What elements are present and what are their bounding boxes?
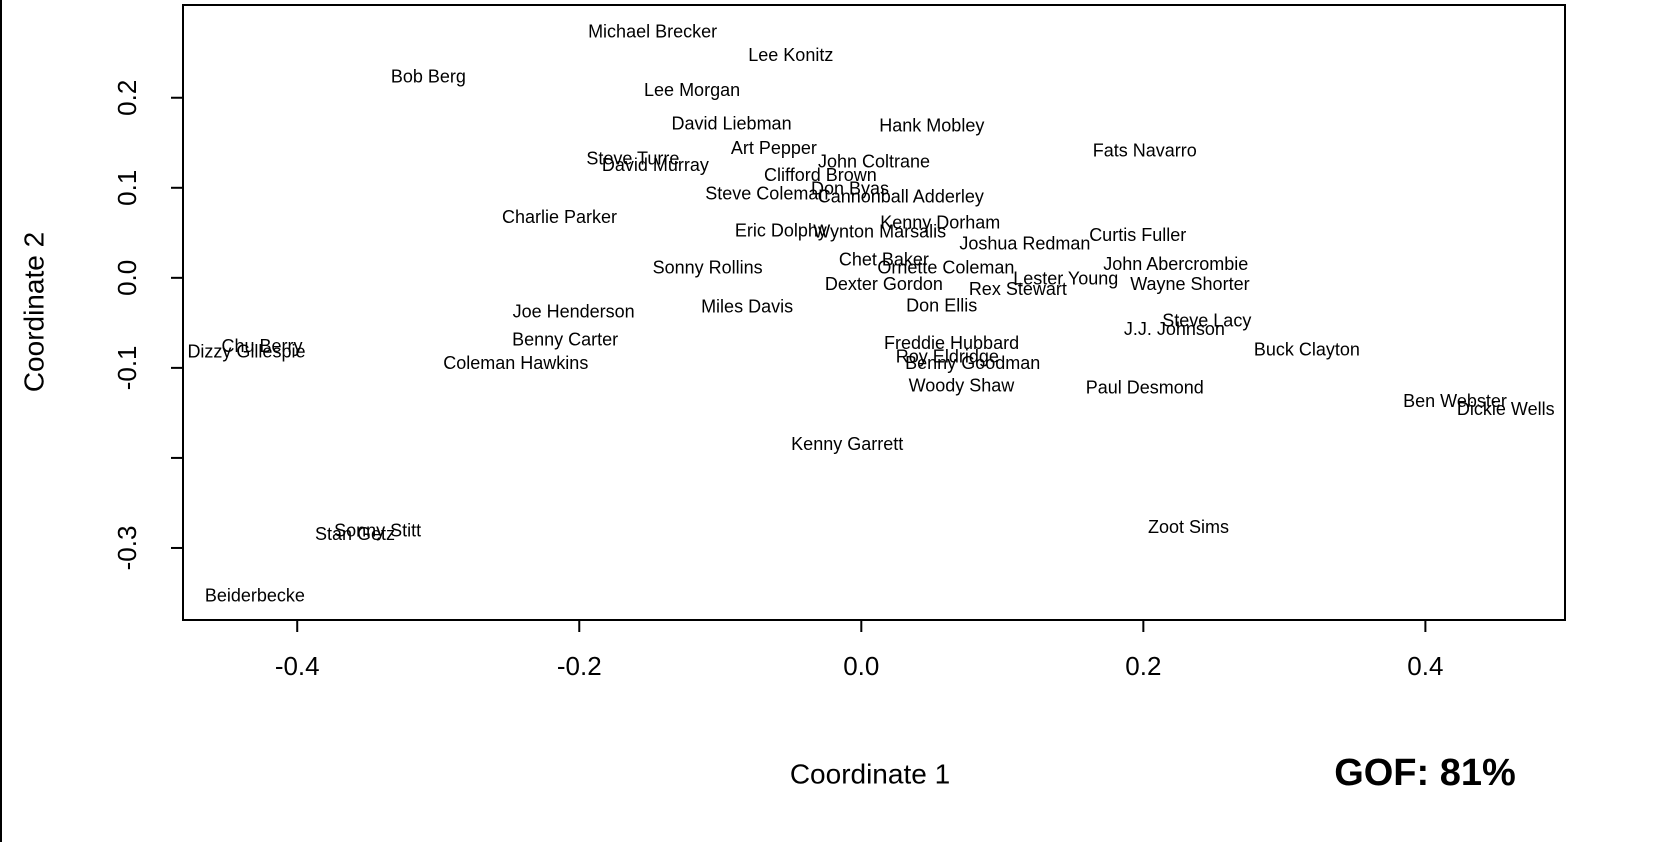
point-label: Steve Lacy — [1162, 311, 1251, 331]
point-label: Woody Shaw — [909, 376, 1016, 396]
point-label: Cannonball Adderley — [818, 186, 984, 206]
point-label: Joe Henderson — [513, 302, 635, 322]
point-label: Lee Konitz — [748, 45, 833, 65]
point-label: Lee Morgan — [644, 80, 740, 100]
x-tick-label: -0.4 — [275, 651, 320, 681]
point-label: Charlie Parker — [502, 207, 617, 227]
plot-frame — [182, 4, 1566, 621]
x-axis-label: Coordinate 1 — [790, 758, 950, 789]
point-label: Ben Webster — [1403, 391, 1507, 411]
x-tick-label: -0.2 — [557, 651, 602, 681]
point-label: Kenny Dorham — [880, 213, 1000, 233]
y-tick-label: 0.0 — [112, 260, 142, 296]
gof-annotation: GOF: 81% — [1334, 752, 1516, 794]
point-label: Paul Desmond — [1086, 377, 1204, 397]
point-label: Michael Brecker — [588, 22, 717, 42]
point-label: Art Pepper — [731, 138, 817, 158]
point-label: Benny Goodman — [905, 353, 1040, 373]
point-label: Wynton Marsalis — [813, 222, 946, 242]
point-label: Ornette Coleman — [877, 258, 1014, 278]
point-label: David Murray — [602, 155, 709, 175]
point-label: Sonny Rollins — [653, 258, 763, 278]
x-tick-label: 0.4 — [1407, 651, 1443, 681]
point-label: Kenny Garrett — [791, 434, 903, 454]
point-label: Fats Navarro — [1093, 141, 1197, 161]
points: Michael Brecker Lee Konitz Bob Berg Lee Mor… — [187, 22, 1554, 606]
point-label: Wayne Shorter — [1130, 274, 1249, 294]
point-label: Dexter Gordon — [825, 274, 943, 294]
point-label: Curtis Fuller — [1089, 225, 1186, 245]
point-label: Eric Dolphy — [735, 221, 827, 241]
point-label: Hank Mobley — [879, 115, 984, 135]
point-label: Bob Berg — [391, 67, 466, 87]
point-label: John Coltrane — [818, 151, 930, 171]
y-tick-label: -0.1 — [112, 345, 142, 390]
point-label: Stan Getz — [315, 524, 395, 544]
point-label: Rex Stewart — [969, 279, 1067, 299]
point-label: Steve Turre — [586, 149, 679, 169]
y-tick-label: 0.1 — [112, 170, 142, 206]
point-label: Dizzy Gillespie — [187, 341, 305, 361]
point-label: Zoot Sims — [1148, 517, 1229, 537]
point-label: David Liebman — [672, 114, 792, 134]
point-label: Clifford Brown — [764, 165, 877, 185]
point-label: Beiderbecke — [205, 585, 305, 605]
point-label: John Abercrombie — [1103, 254, 1248, 274]
x-tick-label: 0.2 — [1125, 651, 1161, 681]
point-label: Don Byas — [811, 178, 889, 198]
point-label: Freddie Hubbard — [884, 333, 1019, 353]
point-label: Miles Davis — [701, 296, 793, 316]
y-axis-label: Coordinate 2 — [18, 232, 49, 392]
point-label: Chu Berry — [221, 336, 302, 356]
point-label: Steve Coleman — [705, 184, 828, 204]
point-label: Buck Clayton — [1254, 340, 1360, 360]
point-label: Chet Baker — [839, 249, 929, 269]
point-label: Don Ellis — [906, 295, 977, 315]
point-label: Dickie Wells — [1457, 399, 1555, 419]
point-label: J.J. Johnson — [1124, 319, 1225, 339]
point-label: Joshua Redman — [959, 233, 1090, 253]
y-tick-label: -0.3 — [112, 526, 142, 571]
point-label: Roy Eldridge — [896, 347, 999, 367]
point-label: Coleman Hawkins — [443, 353, 588, 373]
y-tick-label: 0.2 — [112, 80, 142, 116]
point-label: Lester Young — [1013, 268, 1118, 288]
x-tick-label: 0.0 — [843, 651, 879, 681]
point-label: Benny Carter — [512, 330, 618, 350]
point-label: Sonny Stitt — [334, 521, 421, 541]
